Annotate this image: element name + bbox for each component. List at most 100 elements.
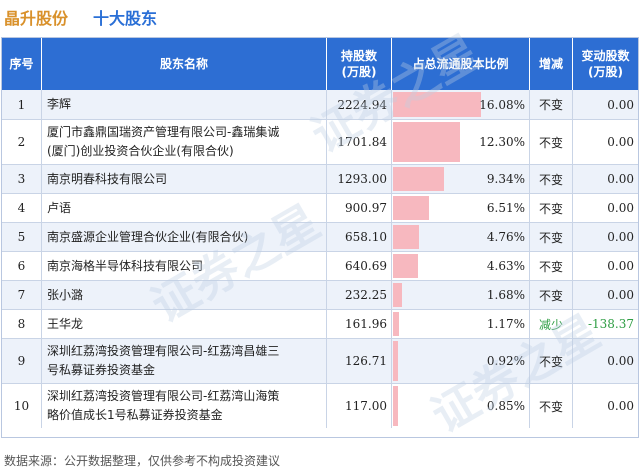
shareholder-name-line: 号私募证券投资基金	[47, 363, 156, 377]
header-shares: 持股数 (万股)	[327, 38, 392, 90]
change-direction: 减少	[530, 310, 573, 338]
shareholder-name-line: 王华龙	[47, 316, 84, 331]
shareholder-name-line: 南京海格半导体科技有限公司	[47, 258, 204, 273]
header-direction: 增减	[530, 38, 573, 90]
float-ratio-cell: 9.34%	[392, 165, 530, 193]
row-number: 1	[2, 90, 42, 119]
change-direction: 不变	[530, 194, 573, 222]
ratio-label: 4.76%	[486, 230, 525, 244]
header-change-line1: 变动股数	[581, 49, 630, 63]
shareholder-name-line: 厦门市鑫鼎国瑞资产管理有限公司-鑫瑞集诚	[47, 125, 280, 139]
title-bar: 晶升股份 十大股东	[0, 0, 640, 32]
shareholder-name-line: 李辉	[47, 97, 72, 111]
row-number: 8	[2, 310, 42, 338]
changed-shares: 0.00	[607, 354, 634, 368]
table-body: 1 李辉 2224.94 16.08% 不变 0.00 2 厦门市鑫鼎国瑞资产管理有限公司-鑫…	[2, 90, 638, 437]
float-ratio-cell: 1.17%	[392, 310, 530, 338]
float-ratio-cell: 1.68%	[392, 281, 530, 309]
section-subtitle: 十大股东	[93, 9, 158, 28]
row-number: 7	[2, 281, 42, 309]
change-direction: 不变	[530, 90, 573, 119]
shares-held: 117.00	[327, 384, 392, 428]
changed-shares: 0.00	[607, 97, 634, 112]
shareholder-name: 南京明春科技有限公司	[42, 165, 327, 193]
shareholder-name-line: 南京明春科技有限公司	[47, 171, 168, 186]
table-row: 6 南京海格半导体科技有限公司 640.69 4.63% 不变 0.00	[2, 251, 638, 280]
shares-held: 1701.84	[327, 120, 392, 164]
table-row: 10 深圳红荔湾投资管理有限公司-红荔湾山海策 略价值成长1号私募证券投资基金 117…	[2, 383, 638, 428]
ratio-bar	[393, 122, 460, 162]
shares-held: 658.10	[327, 223, 392, 251]
shareholder-name-line: 卢语	[47, 200, 72, 215]
changed-shares: -138.37	[587, 317, 634, 331]
ratio-bar	[393, 386, 398, 426]
shareholder-name: 王华龙	[42, 310, 327, 338]
header-name: 股东名称	[42, 38, 327, 90]
ratio-label: 0.92%	[486, 354, 525, 368]
shares-held: 232.25	[327, 281, 392, 309]
shares-held: 900.97	[327, 194, 392, 222]
ratio-bar	[393, 225, 419, 249]
header-shares-line1: 持股数	[340, 49, 377, 63]
float-ratio-cell: 0.85%	[392, 384, 530, 428]
ratio-bar	[393, 254, 418, 278]
float-ratio-cell: 12.30%	[392, 120, 530, 164]
changed-shares: 0.00	[607, 230, 634, 244]
table-row: 4 卢语 900.97 6.51% 不变 0.00	[2, 193, 638, 222]
shareholder-name-line: 张小潞	[47, 287, 84, 302]
shares-held: 640.69	[327, 252, 392, 280]
shareholder-name-line: (厦门)创业投资合伙企业(有限合伙)	[47, 144, 234, 158]
ratio-bar	[393, 167, 444, 191]
header-change-line2: (万股)	[588, 65, 623, 79]
table-row: 2 厦门市鑫鼎国瑞资产管理有限公司-鑫瑞集诚 (厦门)创业投资合伙企业(有限合伙) 1…	[2, 119, 638, 164]
float-ratio-cell: 4.76%	[392, 223, 530, 251]
table-row: 3 南京明春科技有限公司 1293.00 9.34% 不变 0.00	[2, 164, 638, 193]
shareholder-name: 李辉	[42, 90, 327, 119]
row-number: 2	[2, 120, 42, 164]
shares-held: 126.71	[327, 339, 392, 383]
change-direction: 不变	[530, 165, 573, 193]
table-row: 8 王华龙 161.96 1.17% 减少 -138.37	[2, 309, 638, 338]
header-shares-line2: (万股)	[341, 65, 377, 79]
ratio-label: 0.85%	[486, 399, 525, 413]
ratio-label: 1.68%	[486, 288, 525, 302]
change-direction: 不变	[530, 281, 573, 309]
shares-held: 161.96	[327, 310, 392, 338]
row-number: 3	[2, 165, 42, 193]
row-number: 5	[2, 223, 42, 251]
change-direction: 不变	[530, 339, 573, 383]
shareholder-name-line: 深圳红荔湾投资管理有限公司-红荔湾山海策	[47, 389, 280, 403]
changed-shares: 0.00	[607, 259, 634, 273]
row-number: 9	[2, 339, 42, 383]
change-direction: 不变	[530, 223, 573, 251]
changed-shares: 0.00	[607, 172, 634, 186]
header-change: 变动股数 (万股)	[573, 38, 638, 90]
changed-shares: 0.00	[607, 399, 634, 413]
ratio-label: 16.08%	[479, 97, 525, 112]
change-direction: 不变	[530, 384, 573, 428]
ratio-label: 1.17%	[486, 317, 525, 331]
float-ratio-cell: 16.08%	[392, 90, 530, 119]
table-row: 1 李辉 2224.94 16.08% 不变 0.00	[2, 90, 638, 119]
company-title: 晶升股份	[4, 9, 69, 28]
float-ratio-cell: 0.92%	[392, 339, 530, 383]
data-source-note: 数据来源：公开数据整理，仅供参考不构成投资建议	[4, 454, 281, 468]
shareholder-name: 深圳红荔湾投资管理有限公司-红荔湾山海策 略价值成长1号私募证券投资基金	[42, 384, 327, 428]
change-direction: 不变	[530, 120, 573, 164]
shareholder-name: 张小潞	[42, 281, 327, 309]
shareholder-name: 南京海格半导体科技有限公司	[42, 252, 327, 280]
table-row: 5 南京盛源企业管理合伙企业(有限合伙) 658.10 4.76% 不变 0.00	[2, 222, 638, 251]
shareholder-name-line: 深圳红荔湾投资管理有限公司-红荔湾昌雄三	[47, 344, 280, 358]
ratio-bar	[393, 312, 399, 336]
table-row: 7 张小潞 232.25 1.68% 不变 0.00	[2, 280, 638, 309]
shareholders-table: 序号 股东名称 持股数 (万股) 占总流通股本比例 增减 变动股数 (万股) 1…	[1, 24, 639, 443]
shares-held: 2224.94	[327, 90, 392, 119]
shareholder-name: 深圳红荔湾投资管理有限公司-红荔湾昌雄三 号私募证券投资基金	[42, 339, 327, 383]
ratio-label: 12.30%	[479, 135, 525, 149]
row-number: 10	[2, 384, 42, 428]
shares-held: 1293.00	[327, 165, 392, 193]
shareholder-name-line: 略价值成长1号私募证券投资基金	[47, 408, 223, 422]
ratio-label: 6.51%	[486, 201, 525, 215]
changed-shares: 0.00	[607, 201, 634, 215]
ratio-bar	[393, 92, 481, 117]
